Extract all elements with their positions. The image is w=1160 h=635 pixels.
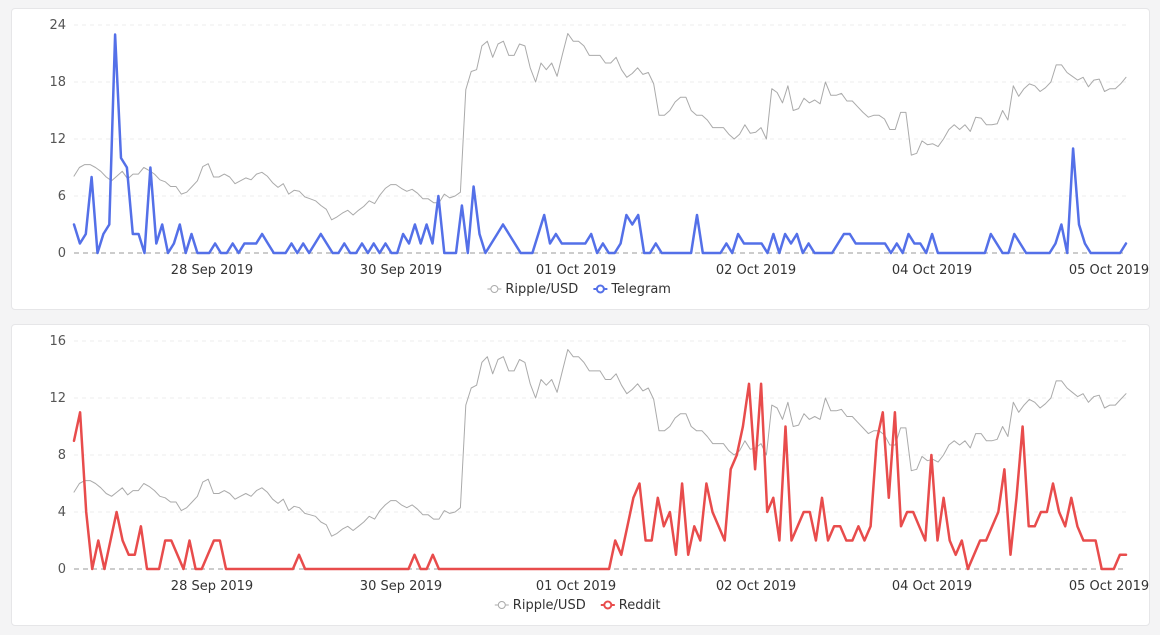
legend-item[interactable]: Ripple/USD [487,282,578,297]
x-axis-ticks: 28 Sep 2019 30 Sep 2019 01 Oct 2019 02 Oct … [171,579,1149,594]
gridlines [74,24,1126,254]
legend-marker [497,601,506,609]
x-tick-label: 28 Sep 2019 [171,263,253,278]
x-tick-label: 30 Sep 2019 [360,579,442,594]
x-axis-ticks: 28 Sep 2019 30 Sep 2019 01 Oct 2019 02 Oct … [171,263,1149,278]
legend-marker [490,285,499,293]
y-tick-label: 18 [49,75,66,90]
reddit-chart-panel: 0 4 8 12 16 28 Sep 2019 30 Sep 2019 01 Oct 2019… [11,324,1150,626]
y-tick-label: 0 [58,562,66,577]
reddit-chart: 0 4 8 12 16 28 Sep 2019 30 Sep 2019 01 Oct 2019… [49,334,1149,613]
x-tick-label: 05 Oct 2019 [1069,579,1149,594]
x-tick-label: 02 Oct 2019 [716,579,796,594]
series-line-ripple-usd [73,33,1127,221]
legend-label: Telegram [610,282,671,297]
x-tick-label: 01 Oct 2019 [536,263,616,278]
telegram-chart-panel: 0 6 12 18 24 28 Sep 2019 30 Sep 2019 01 Oct 201… [11,8,1150,310]
x-tick-label: 04 Oct 2019 [892,579,972,594]
series-line-telegram [72,33,1128,255]
y-tick-label: 24 [49,18,66,33]
x-tick-label: 04 Oct 2019 [892,263,972,278]
x-tick-label: 30 Sep 2019 [360,263,442,278]
x-tick-label: 02 Oct 2019 [716,263,796,278]
legend-marker [603,600,613,610]
x-tick-label: 05 Oct 2019 [1069,263,1149,278]
legend-label: Reddit [619,598,661,613]
y-tick-label: 4 [58,505,66,520]
y-tick-label: 8 [58,448,66,463]
legend-item[interactable]: Telegram [593,282,671,297]
legend: Ripple/USD Reddit [494,598,661,613]
y-axis-ticks: 0 4 8 12 16 [49,334,66,577]
series-line-reddit [72,382,1128,571]
legend-item[interactable]: Reddit [600,598,661,613]
y-tick-label: 12 [49,391,66,406]
legend-label: Ripple/USD [513,598,586,613]
legend-marker [595,284,605,294]
x-tick-label: 28 Sep 2019 [171,579,253,594]
legend-item[interactable]: Ripple/USD [494,598,586,613]
x-tick-label: 01 Oct 2019 [536,579,616,594]
legend: Ripple/USD Telegram [487,282,671,297]
y-tick-label: 16 [49,334,66,349]
y-tick-label: 0 [58,246,66,261]
y-tick-label: 12 [49,132,66,147]
y-tick-label: 6 [58,189,66,204]
series-line-ripple-usd [73,349,1127,537]
y-axis-ticks: 0 6 12 18 24 [49,18,66,261]
gridlines [74,340,1126,570]
legend-label: Ripple/USD [505,282,578,297]
telegram-chart: 0 6 12 18 24 28 Sep 2019 30 Sep 2019 01 Oct 201… [49,18,1149,297]
